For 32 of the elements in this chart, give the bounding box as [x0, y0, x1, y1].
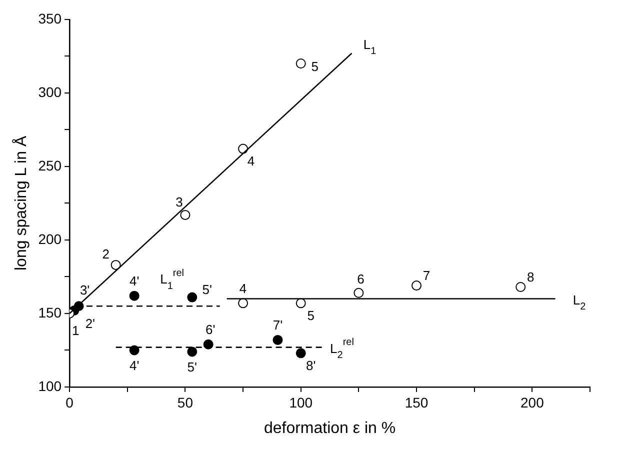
annotation: 8': [306, 358, 316, 373]
annotation: 6: [357, 271, 364, 286]
annotation: 4: [247, 153, 255, 168]
annotation: 7: [422, 268, 430, 284]
annotation: 1: [72, 323, 80, 338]
annotation: 2': [85, 316, 96, 332]
y-tick-label: 200: [38, 230, 62, 247]
annotation: 3': [80, 282, 90, 298]
x-tick-label: 0: [66, 394, 74, 410]
x-tick-label: 50: [177, 394, 194, 410]
y-tick-label: 350: [38, 10, 62, 26]
annotation: 5': [202, 282, 212, 297]
annotation: 4': [129, 273, 140, 288]
x-tick-label: 150: [404, 394, 428, 410]
y-tick-label: 100: [38, 378, 62, 394]
x-tick-label: 100: [289, 394, 313, 410]
annotation: 4': [129, 358, 140, 373]
y-tick-label: 150: [38, 304, 62, 320]
y-axis-title: long spacing L in Å: [12, 136, 30, 271]
annotation: 8: [526, 270, 534, 285]
x-axis-title: deformation ε in %: [264, 420, 396, 437]
annotation: 5: [307, 308, 314, 323]
annotation: 5': [187, 359, 198, 374]
y-tick-label: 250: [38, 157, 62, 174]
annotation: 3: [176, 194, 183, 210]
y-tick-label: 300: [38, 84, 62, 100]
x-tick-label: 200: [520, 394, 544, 410]
annotation: 4: [239, 280, 247, 296]
annotation: 5: [311, 59, 318, 74]
annotation: 6': [205, 322, 216, 337]
annotation: 2: [102, 246, 110, 262]
annotation: 7': [272, 318, 283, 333]
